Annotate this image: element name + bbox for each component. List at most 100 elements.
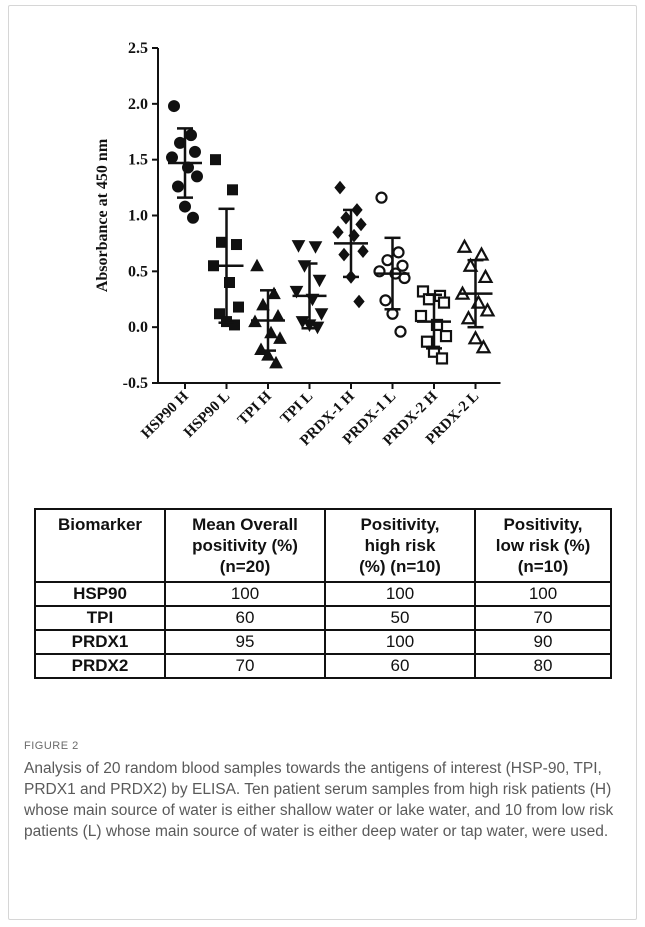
- data-point-triangle-up: [475, 338, 492, 354]
- y-tick-label: -0.5: [123, 375, 148, 392]
- y-tick-label: 0.0: [128, 319, 148, 336]
- table-cell: 95: [164, 629, 326, 655]
- data-point-diamond: [338, 247, 350, 262]
- x-tick-label: TPI H: [235, 388, 275, 428]
- data-point-square: [231, 239, 242, 251]
- data-point-square: [439, 330, 453, 343]
- data-point-square: [233, 301, 244, 313]
- data-point-square: [229, 319, 240, 331]
- table-cell-biomarker: HSP90: [34, 581, 166, 607]
- data-point-square: [430, 318, 444, 332]
- data-point-triangle-up: [250, 258, 264, 272]
- table-header-row: Biomarker Mean Overall positivity (%) (n…: [34, 508, 612, 583]
- data-point-diamond: [353, 294, 365, 309]
- data-point-triangle-up: [479, 302, 496, 317]
- data-point-triangle-up: [460, 309, 477, 325]
- data-point-circle: [375, 191, 388, 204]
- x-tick-label: HSP90 H: [138, 388, 192, 442]
- y-tick-label: 1.5: [128, 152, 148, 169]
- header-line: Positivity,: [360, 515, 440, 534]
- header-high-risk: Positivity, high risk (%) (n=10): [324, 508, 476, 583]
- data-point-circle: [179, 200, 191, 213]
- header-line: (n=20): [219, 557, 271, 576]
- data-point-triangle-up: [273, 331, 287, 344]
- table-row: PRDX1 95 100 90: [34, 629, 612, 655]
- data-point-circle: [172, 180, 184, 193]
- y-tick-label: 2.0: [128, 96, 148, 113]
- figure-caption: Analysis of 20 random blood samples towa…: [24, 760, 614, 840]
- scatter-dot-plot: -0.5 0.0 0.5 1.0 1.5 2.0 2.5 Absorbance at 450 …: [94, 40, 501, 449]
- data-point-diamond: [357, 244, 369, 259]
- data-point-triangle-down: [308, 241, 323, 254]
- table-cell: 90: [474, 629, 612, 655]
- figure-frame: [8, 5, 637, 920]
- data-point-circle: [392, 246, 405, 259]
- data-point-diamond: [334, 180, 346, 195]
- header-low-risk: Positivity, low risk (%) (n=10): [474, 508, 612, 583]
- table-cell: 60: [324, 653, 476, 679]
- x-tick-label: TPI L: [278, 389, 317, 428]
- data-point-circle: [166, 151, 178, 164]
- data-point-square: [227, 184, 238, 196]
- data-point-circle: [373, 265, 386, 278]
- table-row: PRDX2 70 60 80: [34, 653, 612, 679]
- data-point-triangle-up: [256, 297, 270, 311]
- table-cell-biomarker: TPI: [34, 605, 166, 631]
- data-point-circle: [185, 129, 197, 142]
- table-cell: 70: [474, 605, 612, 631]
- data-point-circle: [394, 325, 407, 338]
- biomarker-table: Biomarker Mean Overall positivity (%) (n…: [34, 508, 612, 679]
- table-cell: 100: [324, 581, 476, 607]
- table-cell: 60: [164, 605, 326, 631]
- data-point-diamond: [355, 217, 367, 232]
- header-line: low risk (%): [495, 536, 591, 555]
- data-point-circle: [187, 211, 199, 224]
- data-point-square: [216, 236, 227, 248]
- y-tick-label: 1.0: [128, 208, 148, 225]
- data-point-circle: [168, 100, 180, 113]
- y-tick-label: 2.5: [128, 40, 148, 57]
- data-point-triangle-down: [312, 274, 327, 288]
- table-row: HSP90 100 100 100: [34, 581, 612, 607]
- data-point-triangle-up: [456, 238, 473, 253]
- data-point-square: [214, 308, 225, 320]
- data-point-diamond: [340, 210, 352, 225]
- data-point-circle: [396, 259, 409, 272]
- header-line: high risk: [364, 536, 436, 555]
- header-line: positivity (%): [192, 536, 298, 555]
- data-point-triangle-up: [477, 268, 494, 284]
- y-tick-label: 0.5: [128, 263, 148, 280]
- data-point-triangle-up: [473, 246, 490, 261]
- figure-label: FIGURE 2: [24, 740, 79, 752]
- data-point-triangle-up: [267, 286, 281, 300]
- data-point-square: [414, 309, 428, 323]
- data-point-triangle-up: [254, 342, 268, 355]
- header-line: (n=10): [517, 557, 569, 576]
- data-point-diamond: [332, 225, 344, 240]
- table-cell: 80: [474, 653, 612, 679]
- data-point-triangle-down: [289, 285, 304, 299]
- header-line: Biomarker: [57, 515, 143, 534]
- table-cell-biomarker: PRDX1: [34, 629, 166, 655]
- data-point-square: [437, 296, 451, 309]
- data-point-circle: [379, 294, 392, 307]
- header-mean-overall: Mean Overall positivity (%) (n=20): [164, 508, 326, 583]
- data-point-square: [210, 154, 221, 166]
- table-cell: 100: [324, 629, 476, 655]
- table-cell: 50: [324, 605, 476, 631]
- data-point-circle: [191, 170, 203, 183]
- header-line: (%) (n=10): [359, 557, 441, 576]
- data-point-square: [420, 335, 434, 348]
- data-point-triangle-down: [291, 240, 306, 253]
- header-line: Positivity,: [503, 515, 583, 534]
- data-point-triangle-up: [261, 348, 275, 361]
- table-cell: 100: [164, 581, 326, 607]
- data-point-triangle-down: [314, 308, 329, 321]
- table-row: TPI 60 50 70: [34, 605, 612, 631]
- table-cell: 70: [164, 653, 326, 679]
- table-cell-biomarker: PRDX2: [34, 653, 166, 679]
- data-point-square: [224, 277, 235, 288]
- data-point-circle: [381, 254, 394, 267]
- header-biomarker: Biomarker: [34, 508, 166, 583]
- data-point-triangle-up: [269, 355, 283, 369]
